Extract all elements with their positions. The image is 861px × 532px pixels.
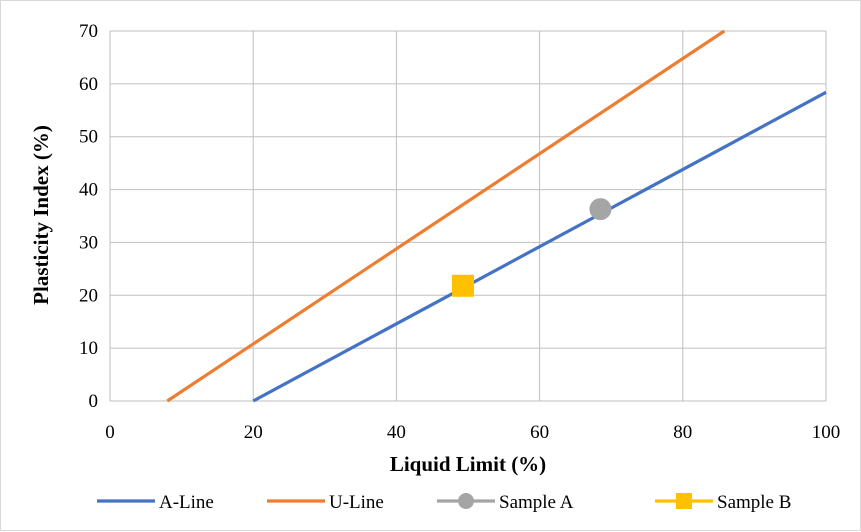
legend-label-u-line: U-Line: [329, 492, 384, 513]
y-tick-label: 30: [79, 232, 98, 253]
x-axis-title: Liquid Limit (%): [390, 452, 546, 476]
x-tick-label: 60: [530, 422, 549, 443]
y-tick-label: 40: [79, 180, 98, 201]
legend-label-sample-a: Sample A: [499, 492, 574, 513]
sample-a-point: [589, 198, 612, 221]
legend: A-Line U-Line Sample A Sample B: [97, 492, 791, 513]
u-line-series-line: [166, 29, 726, 403]
y-tick-label: 50: [79, 127, 98, 148]
series-layer: [166, 29, 827, 403]
legend-label-sample-b: Sample B: [717, 492, 791, 513]
legend-marker-sample-a: [458, 493, 474, 509]
y-tick-label: 20: [79, 285, 98, 306]
x-tick-label: 80: [673, 422, 692, 443]
x-tick-label: 100: [812, 422, 841, 443]
legend-label-a-line: A-Line: [159, 492, 214, 513]
legend-marker-sample-b: [676, 493, 692, 509]
y-tick-label: 10: [79, 338, 98, 359]
y-tick-label: 0: [89, 391, 99, 412]
sample-b-point: [451, 274, 474, 297]
grid: [109, 30, 827, 402]
x-tick-label: 20: [244, 422, 263, 443]
y-tick-label: 60: [79, 74, 98, 95]
tick-labels: 0 10 20 30 40 50 60 70 0 20 40 60 80 100: [79, 21, 840, 443]
y-tick-label: 70: [79, 21, 98, 42]
x-tick-label: 0: [105, 422, 115, 443]
a-line-series-line: [252, 90, 827, 403]
y-axis-title: Plasticity Index (%): [29, 125, 53, 305]
x-tick-label: 40: [387, 422, 406, 443]
